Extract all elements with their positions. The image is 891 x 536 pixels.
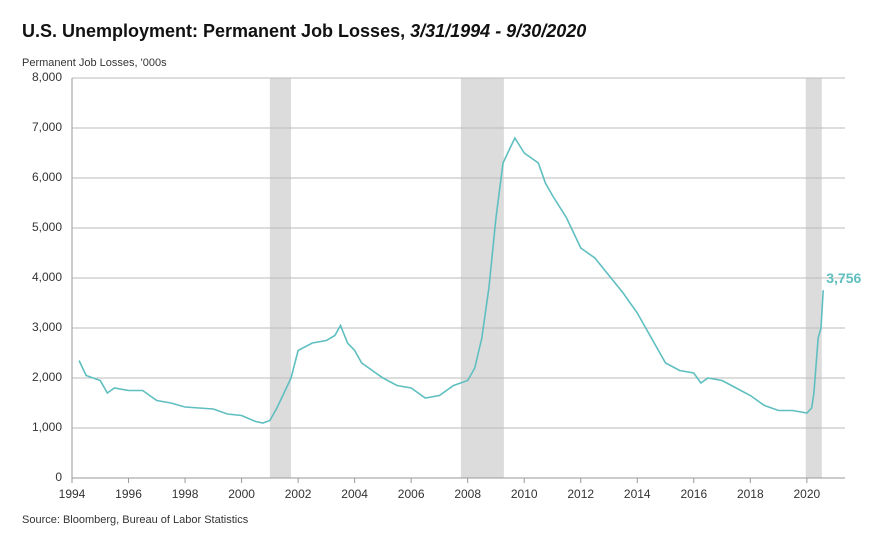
y-tick-label: 7,000	[32, 120, 62, 134]
y-tick-label: 8,000	[32, 70, 62, 84]
y-tick-label: 6,000	[32, 170, 62, 184]
chart-title: U.S. Unemployment: Permanent Job Losses,…	[22, 21, 586, 41]
y-tick-label: 5,000	[32, 220, 62, 234]
source: Source: Bloomberg, Bureau of Labor Stati…	[22, 514, 249, 526]
value-label: 3,756	[826, 270, 861, 286]
y-tick-label: 2,000	[32, 370, 62, 384]
x-tick-label: 2000	[228, 487, 255, 501]
x-tick-label: 1996	[115, 487, 142, 501]
y-tick-label: 1,000	[32, 420, 62, 434]
x-tick-label: 2002	[285, 487, 312, 501]
x-tick-label: 2012	[567, 487, 594, 501]
x-tick-label: 2004	[341, 487, 368, 501]
x-tick-label: 1998	[172, 487, 199, 501]
y-tick-label: 3,000	[32, 320, 62, 334]
data-line	[78, 136, 825, 424]
x-tick-label: 2014	[624, 487, 651, 501]
y-tick-label: 0	[55, 470, 62, 484]
x-tick-label: 2016	[680, 487, 707, 501]
x-tick-label: 2008	[454, 487, 481, 501]
x-tick-label: 2010	[511, 487, 538, 501]
x-tick-label: 2006	[398, 487, 425, 501]
y-axis-label: Permanent Job Losses, '000s	[22, 57, 167, 69]
title-dates: 3/31/1994 - 9/30/2020	[410, 21, 586, 41]
x-tick-label: 2018	[737, 487, 764, 501]
y-tick-label: 4,000	[32, 270, 62, 284]
x-tick-label: 1994	[59, 487, 86, 501]
x-tick-label: 2020	[793, 487, 820, 501]
title-main: U.S. Unemployment: Permanent Job Losses,	[22, 21, 405, 41]
